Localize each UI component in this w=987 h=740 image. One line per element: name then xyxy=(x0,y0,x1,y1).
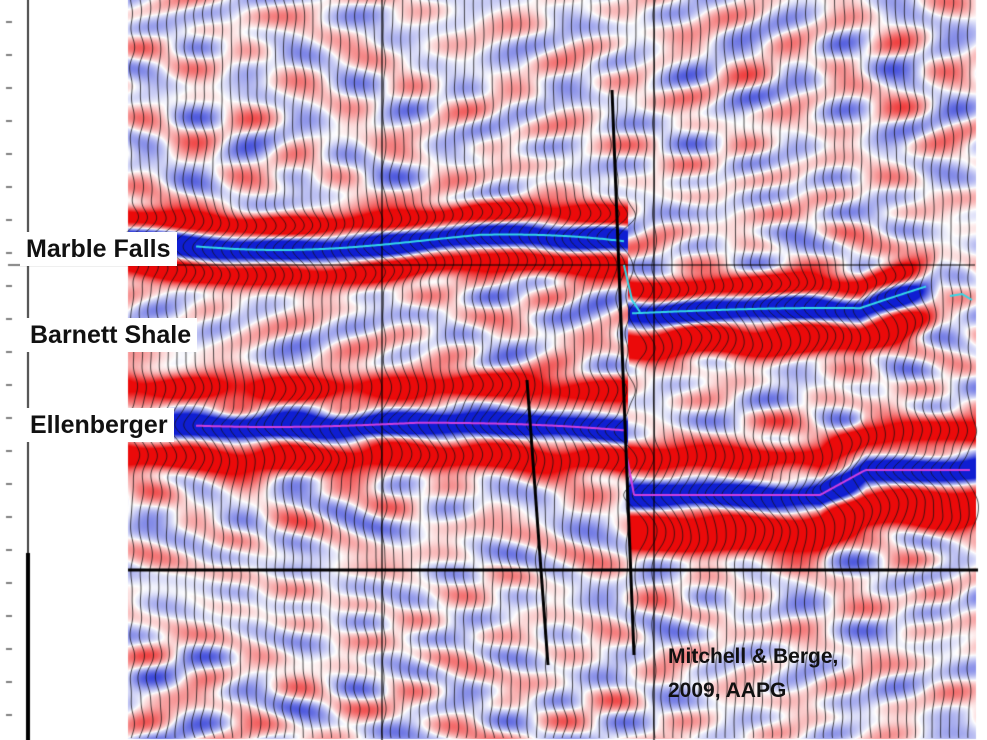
citation: Mitchell & Berge, 2009, AAPG xyxy=(668,640,838,708)
horizon-label-marble-falls: Marble Falls xyxy=(20,232,177,266)
horizon-label-barnett-shale: Barnett Shale xyxy=(24,318,198,352)
horizon-label-ellenberger: Ellenberger xyxy=(24,408,174,442)
citation-line-2: 2009, AAPG xyxy=(668,679,787,702)
citation-line-1: Mitchell & Berge, xyxy=(668,645,839,668)
